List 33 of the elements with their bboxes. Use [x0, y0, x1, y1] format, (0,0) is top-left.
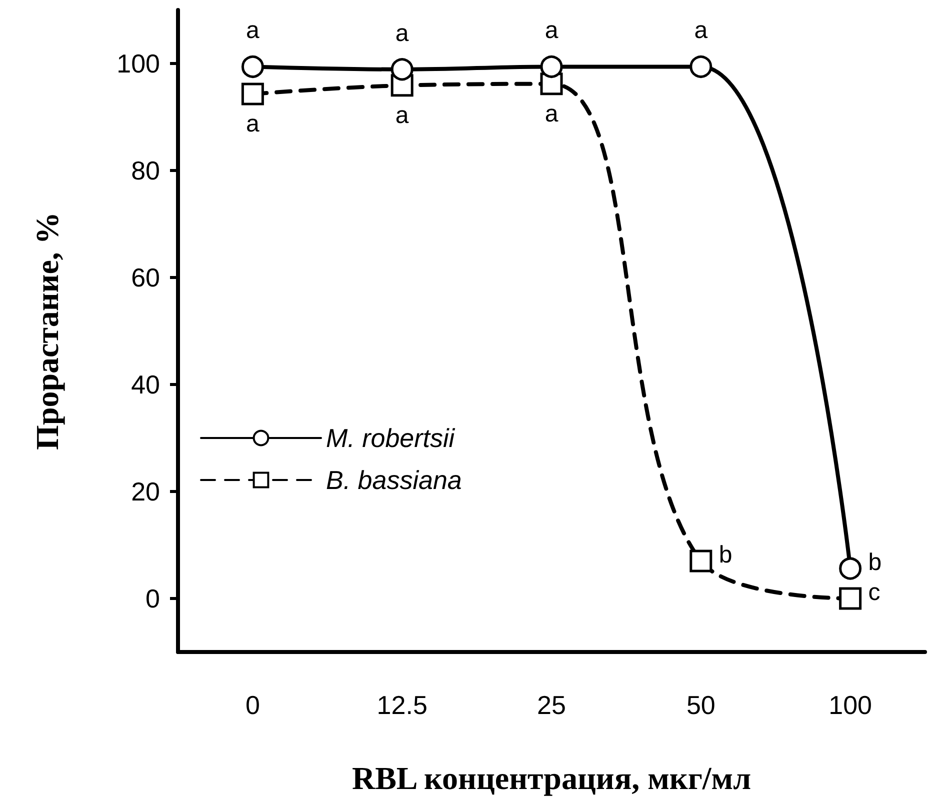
point: [241, 82, 264, 106]
legend-label: M. robertsii: [326, 423, 456, 453]
point: [390, 58, 414, 81]
y-tick-label: 40: [131, 370, 160, 400]
annotation: c: [868, 579, 880, 606]
x-tick-label: 12.5: [376, 690, 428, 720]
x-tick-label: 0: [245, 690, 260, 720]
annotation: b: [868, 549, 882, 576]
annotation: a: [395, 20, 410, 47]
point: [540, 55, 563, 78]
annotation: a: [246, 17, 260, 44]
y-tick-label: 20: [131, 476, 160, 506]
y-tick-label: 60: [131, 262, 160, 292]
point: [690, 55, 712, 78]
annotation: a: [395, 102, 410, 129]
annotation: b: [718, 542, 732, 569]
x-tick-label: 25: [537, 690, 566, 720]
annotation: a: [544, 100, 559, 128]
point: [241, 55, 264, 78]
annotation: a: [246, 110, 260, 138]
x-tick-label: 50: [686, 690, 716, 720]
y-tick-label: 0: [146, 584, 160, 614]
y-tick-label: 80: [131, 156, 160, 186]
annotation: a: [544, 17, 559, 44]
y-tick-label: 100: [116, 48, 160, 78]
x-tick-label: 100: [828, 690, 872, 720]
x-axis-title: RBL концентрация, мкг/мл: [352, 760, 752, 796]
point: [690, 550, 712, 572]
legend-label: B. bassiana: [326, 465, 462, 495]
point: [839, 557, 862, 580]
point: [839, 587, 862, 610]
y-axis-title: Прорастание, %: [29, 212, 65, 450]
annotation: a: [694, 17, 708, 44]
